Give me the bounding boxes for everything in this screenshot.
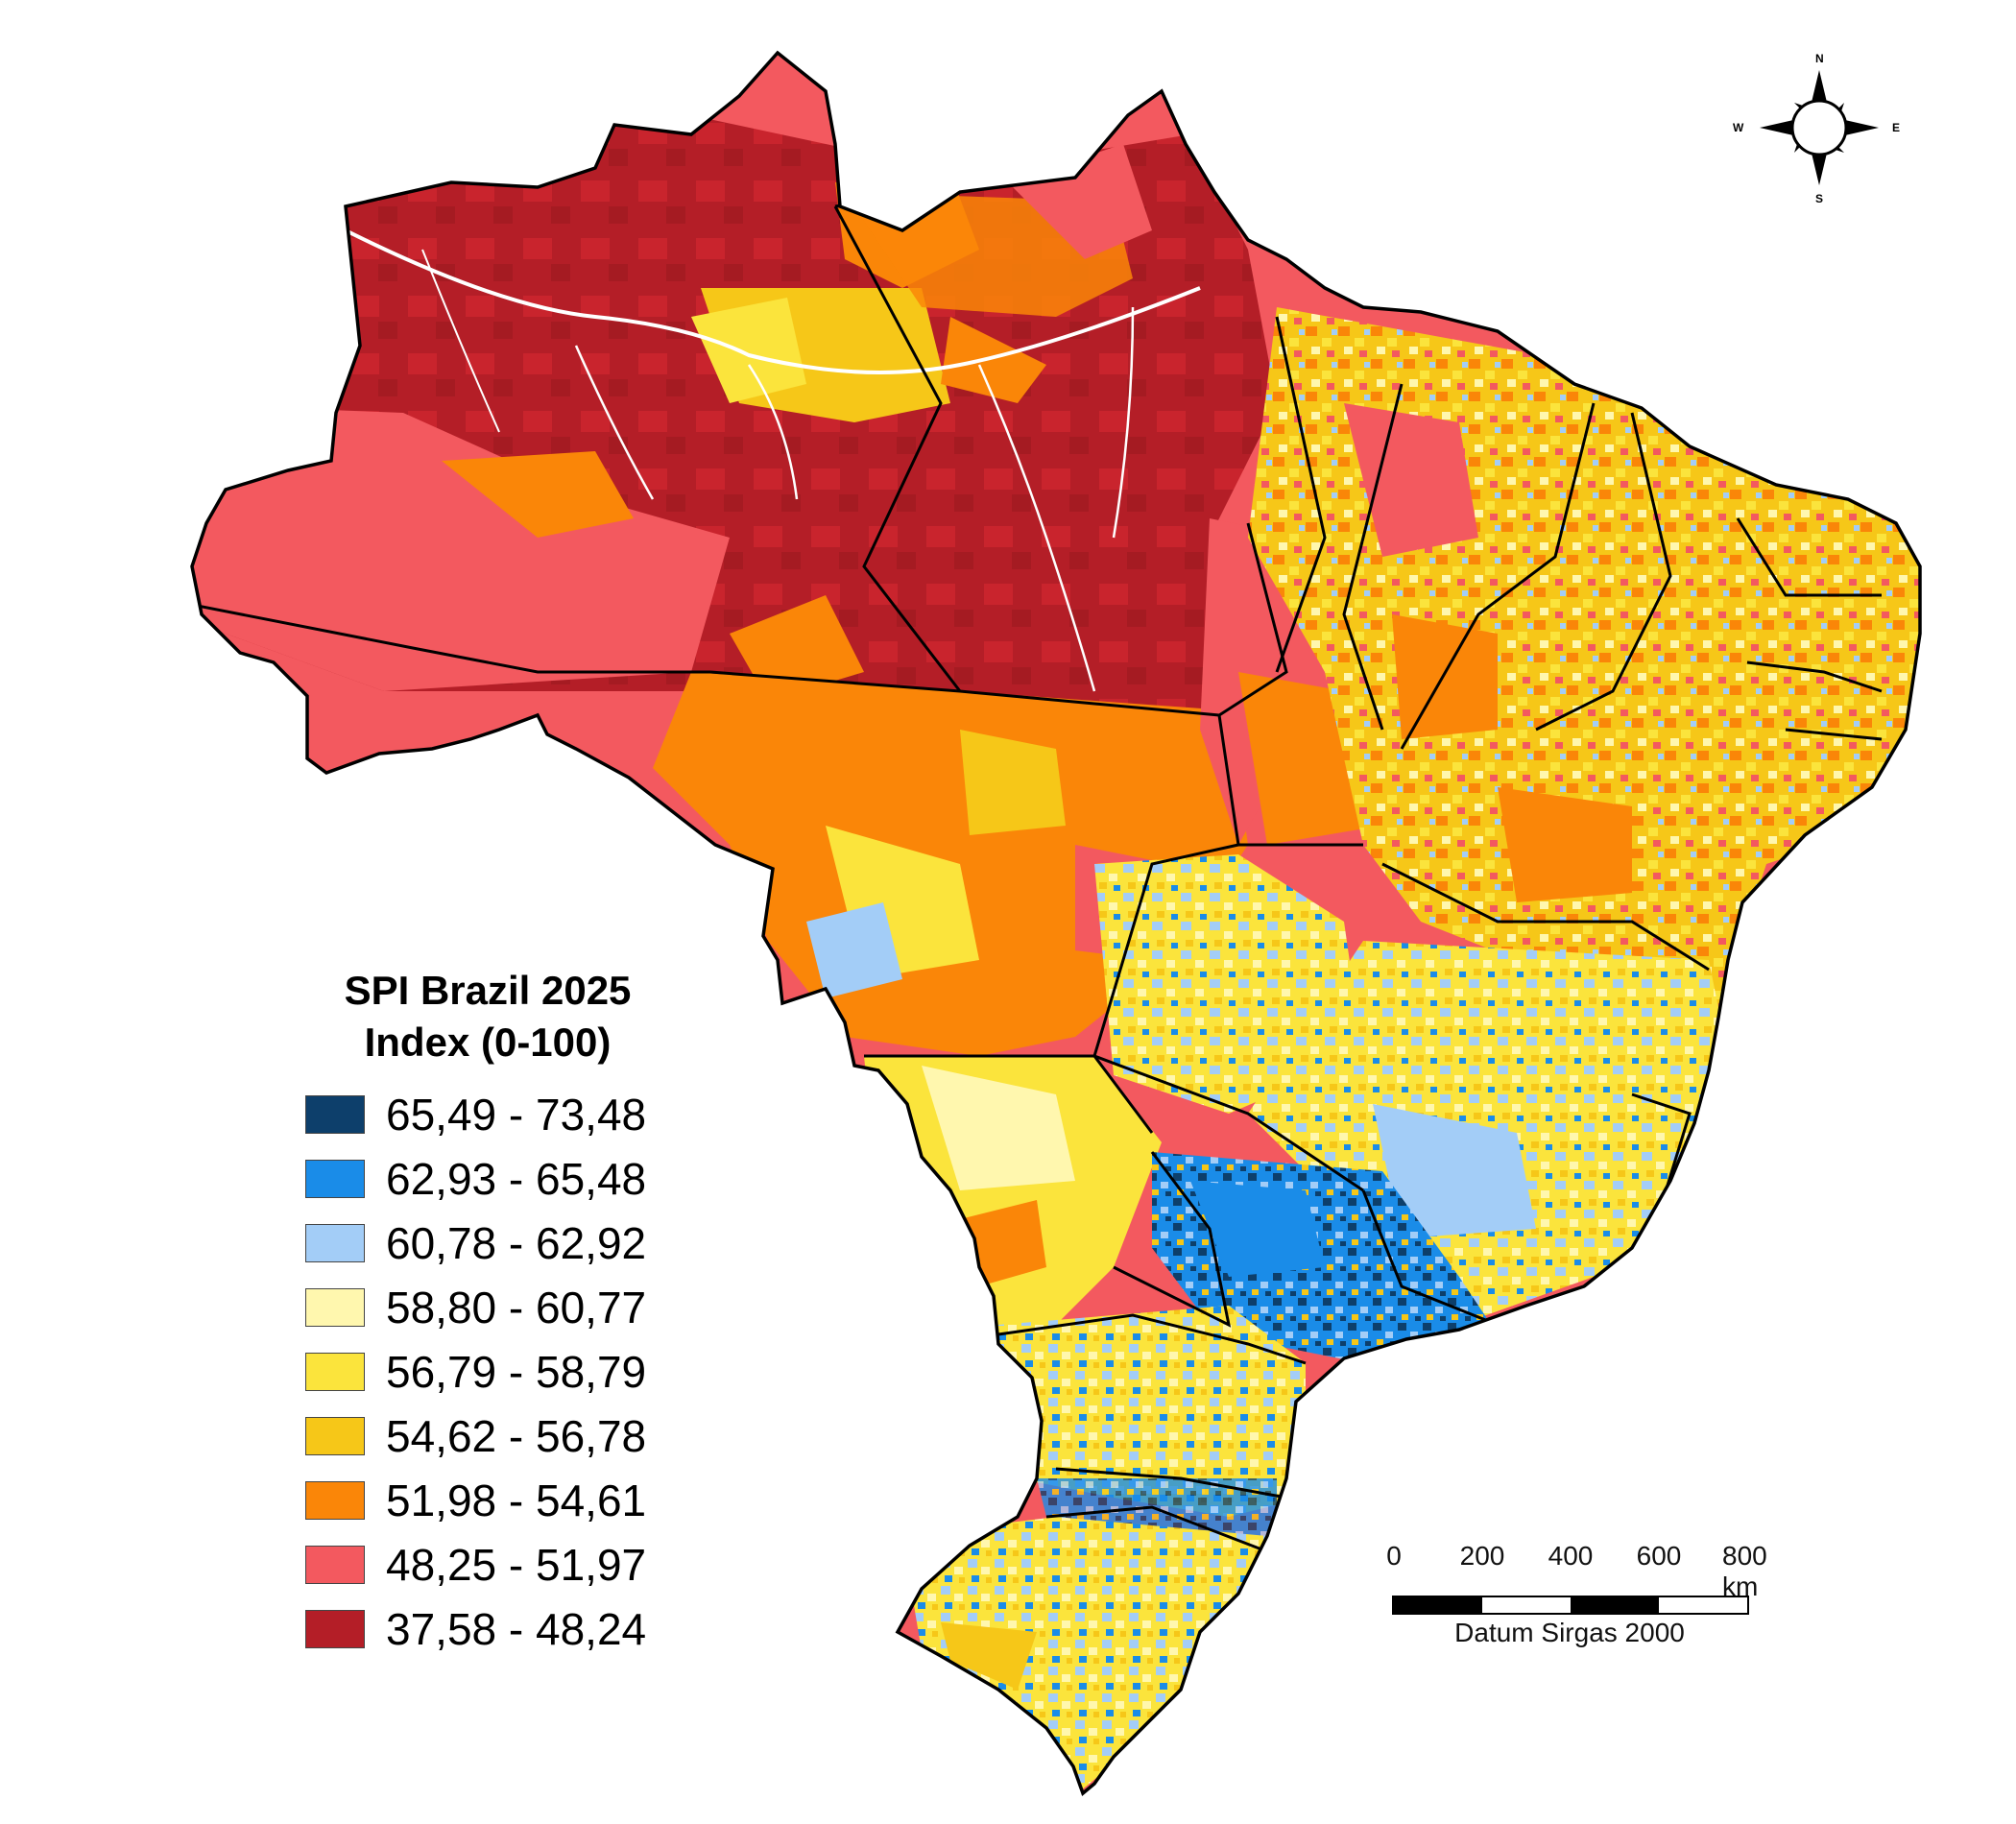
scale-segment: [1571, 1597, 1659, 1613]
scale-bar-labels: 0 200 400 600 800 km: [1382, 1541, 1843, 1601]
legend-swatch: [305, 1094, 365, 1134]
scale-tick-label: 800 km: [1722, 1541, 1767, 1601]
legend-item-label: 65,49 - 73,48: [386, 1089, 647, 1140]
legend-swatch: [305, 1609, 365, 1648]
scale-segment: [1482, 1597, 1571, 1613]
legend-item: 54,62 - 56,78: [305, 1404, 708, 1468]
legend-item: 37,58 - 48,24: [305, 1596, 708, 1661]
legend-title: SPI Brazil 2025 Index (0-100): [286, 965, 689, 1068]
legend-item: 62,93 - 65,48: [305, 1146, 708, 1211]
legend-swatch: [305, 1545, 365, 1584]
legend-item: 48,25 - 51,97: [305, 1532, 708, 1596]
compass-north-label: N: [1815, 52, 1824, 65]
legend-swatch: [305, 1480, 365, 1520]
legend-swatch: [305, 1287, 365, 1327]
scale-tick-label: 0: [1386, 1541, 1402, 1571]
datum-label: Datum Sirgas 2000: [1454, 1618, 1685, 1647]
legend-item: 56,79 - 58,79: [305, 1339, 708, 1404]
compass-south-label: S: [1815, 192, 1824, 205]
legend-item-label: 60,78 - 62,92: [386, 1217, 647, 1268]
compass-west-label: W: [1733, 121, 1744, 134]
legend-swatch: [305, 1352, 365, 1391]
legend-swatch: [305, 1223, 365, 1262]
legend-item: 51,98 - 54,61: [305, 1468, 708, 1532]
scale-segment: [1659, 1597, 1747, 1613]
legend-item-label: 51,98 - 54,61: [386, 1475, 647, 1525]
legend-swatch: [305, 1416, 365, 1455]
legend-item-label: 62,93 - 65,48: [386, 1153, 647, 1204]
legend-item-label: 56,79 - 58,79: [386, 1346, 647, 1397]
legend-item-label: 37,58 - 48,24: [386, 1603, 647, 1654]
compass: N S W E: [1733, 48, 1900, 211]
scale-tick-label: 200: [1459, 1541, 1505, 1571]
map-legend: SPI Brazil 2025 Index (0-100) 65,49 - 73…: [305, 965, 708, 1661]
scale-tick-label: 600: [1636, 1541, 1682, 1571]
legend-title-line2: Index (0-100): [364, 1020, 612, 1065]
legend-item-label: 54,62 - 56,78: [386, 1410, 647, 1461]
legend-swatch: [305, 1159, 365, 1198]
legend-item-label: 48,25 - 51,97: [386, 1539, 647, 1590]
legend-item-label: 58,80 - 60,77: [386, 1282, 647, 1332]
compass-east-label: E: [1892, 121, 1901, 134]
legend-item: 60,78 - 62,92: [305, 1211, 708, 1275]
scale-tick-label: 400: [1548, 1541, 1594, 1571]
legend-item: 65,49 - 73,48: [305, 1082, 708, 1146]
scale-bar: [1392, 1596, 1749, 1615]
scale-segment: [1394, 1597, 1482, 1613]
legend-title-line1: SPI Brazil 2025: [344, 968, 632, 1013]
compass-rose-icon: [1760, 70, 1879, 185]
legend-item: 58,80 - 60,77: [305, 1275, 708, 1339]
